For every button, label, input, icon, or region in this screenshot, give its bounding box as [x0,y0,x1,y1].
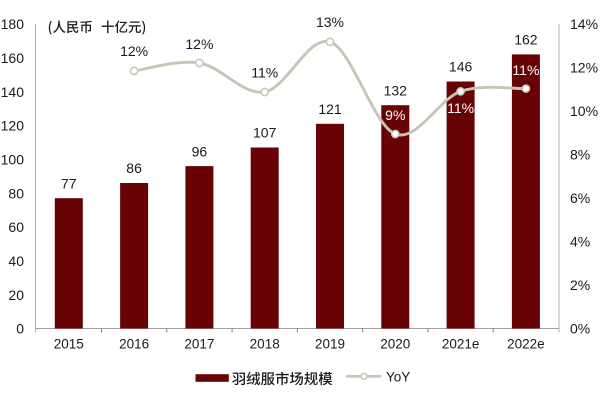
svg-text:2016: 2016 [119,337,149,352]
svg-text:180: 180 [1,16,25,32]
svg-text:14%: 14% [570,16,598,32]
svg-text:11%: 11% [251,64,278,80]
svg-text:2%: 2% [570,277,590,293]
svg-text:2015: 2015 [54,337,84,352]
svg-text:11%: 11% [512,62,539,78]
svg-text:162: 162 [514,32,538,48]
svg-text:2020: 2020 [380,337,410,352]
svg-text:2022e: 2022e [507,337,545,352]
svg-text:YoY: YoY [386,369,410,384]
svg-text:2017: 2017 [184,337,214,352]
svg-text:4%: 4% [570,234,590,250]
svg-text:0%: 0% [570,321,590,337]
svg-text:9%: 9% [385,107,405,123]
svg-text:6%: 6% [570,190,590,206]
svg-text:77: 77 [61,175,77,191]
svg-text:20: 20 [8,287,24,303]
svg-text:107: 107 [253,125,277,141]
svg-text:120: 120 [1,118,25,134]
svg-text:10%: 10% [570,103,598,119]
svg-text:100: 100 [1,152,25,168]
svg-text:121: 121 [318,101,342,117]
svg-text:11%: 11% [447,100,474,116]
svg-text:60: 60 [8,219,24,235]
svg-text:13%: 13% [316,14,344,30]
svg-text:80: 80 [8,185,24,201]
svg-text:12%: 12% [570,60,598,76]
svg-text:12%: 12% [120,43,148,59]
svg-text:96: 96 [192,143,208,159]
svg-text:2021e: 2021e [442,337,480,352]
svg-text:0: 0 [16,321,24,337]
svg-text:2018: 2018 [250,337,280,352]
svg-text:160: 160 [1,50,25,66]
svg-text:132: 132 [384,82,408,98]
svg-text:8%: 8% [570,147,590,163]
svg-text:2019: 2019 [315,337,345,352]
svg-text:12%: 12% [185,36,213,52]
svg-text:140: 140 [1,84,25,100]
svg-text:146: 146 [449,59,473,75]
svg-text:40: 40 [8,253,24,269]
svg-text:86: 86 [126,160,142,176]
